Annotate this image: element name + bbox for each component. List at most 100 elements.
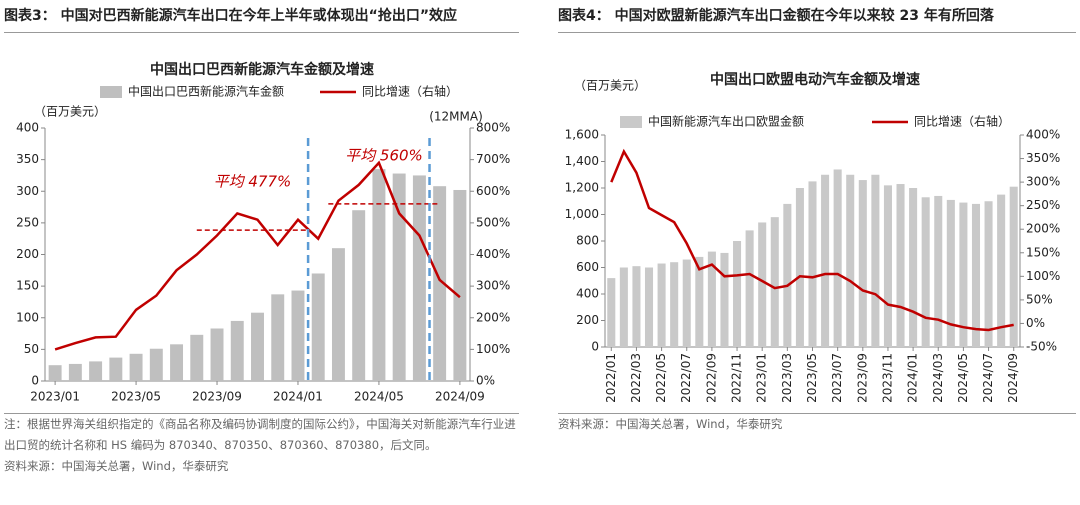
caption: 图表4： 中国对欧盟新能源汽车出口金额在今年以来较 23 年有所回落	[558, 4, 1076, 33]
bar	[783, 203, 792, 347]
y2-axis-label: (12MMA)	[429, 110, 483, 124]
y2-tick-label: 400%	[1026, 128, 1060, 142]
bar	[607, 278, 616, 347]
bar	[251, 312, 264, 381]
legend-label: 同比增速（右轴）	[914, 114, 1010, 129]
y-tick-label: 0	[31, 374, 39, 388]
bar	[1009, 186, 1018, 347]
note: 注：根据世界海关组织指定的《商品名称及编码协调制度的国际公约》，中国海关对新能源…	[4, 417, 516, 452]
y-tick-label: 250	[16, 215, 39, 229]
bar	[682, 259, 691, 347]
bar	[858, 180, 867, 347]
y2-tick-label: 350%	[1026, 151, 1060, 165]
y2-tick-label: 100%	[1026, 269, 1060, 283]
y-axis-label: （百万美元）	[574, 79, 646, 93]
bar	[745, 230, 754, 347]
y2-tick-label: 100%	[476, 342, 510, 356]
bar	[707, 251, 716, 347]
x-tick-label: 2022/07	[679, 353, 693, 403]
y2-tick-label: 200%	[1026, 222, 1060, 236]
bar	[896, 184, 905, 347]
chart-title: 中国出口欧盟电动汽车金额及增速	[710, 71, 920, 88]
bar	[372, 169, 386, 381]
note: 资料来源：中国海关总署，Wind，华泰研究	[558, 417, 783, 431]
bar	[934, 195, 943, 347]
x-tick-label: 2024/05	[354, 390, 404, 404]
bar	[795, 188, 804, 347]
bar	[619, 267, 628, 347]
annotation: 平均 560%	[345, 146, 423, 164]
bar	[352, 210, 366, 381]
bar	[657, 263, 666, 347]
bar	[946, 199, 955, 347]
x-tick-label: 2023/05	[805, 353, 819, 403]
x-tick-label: 2024/01	[273, 390, 323, 404]
y-tick-label: 200	[576, 313, 599, 327]
x-tick-label: 2023/07	[830, 353, 844, 403]
bar	[392, 173, 406, 381]
bar	[733, 241, 742, 347]
x-tick-label: 2023/05	[111, 390, 161, 404]
bar	[89, 361, 103, 381]
y-tick-label: 150	[16, 279, 39, 293]
y-tick-label: 400	[16, 121, 39, 135]
line	[610, 148, 1014, 332]
x-tick-label: 2024/09	[435, 390, 485, 404]
x-tick-label: 2022/05	[654, 353, 668, 403]
chart-title: 中国出口巴西新能源汽车金额及增速	[150, 61, 374, 78]
bar	[695, 256, 704, 347]
bar	[720, 252, 729, 347]
y2-tick-label: 0%	[476, 374, 495, 388]
y-tick-label: 300	[16, 184, 39, 198]
bar	[632, 266, 641, 347]
y2-tick-label: 400%	[476, 247, 510, 261]
x-tick-label: 2024/03	[931, 353, 945, 403]
x-tick-label: 2023/01	[30, 390, 80, 404]
bar	[909, 188, 918, 347]
y2-tick-label: -50%	[1026, 340, 1057, 354]
bar	[109, 357, 123, 381]
bar	[833, 169, 842, 347]
note: 资料来源：中国海关总署，Wind，华泰研究	[4, 459, 229, 473]
x-tick-label: 2023/11	[880, 353, 894, 403]
notes: 资料来源：中国海关总署，Wind，华泰研究	[558, 413, 1076, 435]
y2-tick-label: 500%	[476, 215, 510, 229]
bar	[190, 334, 204, 381]
y2-tick-label: 0%	[1026, 316, 1045, 330]
x-tick-label: 2023/01	[755, 353, 769, 403]
bar	[311, 273, 325, 381]
legend-label: 中国新能源汽车出口欧盟金额	[648, 114, 804, 129]
bar	[149, 348, 163, 381]
bar	[271, 294, 285, 381]
bar	[984, 201, 993, 347]
y-tick-label: 800	[576, 234, 599, 248]
y-tick-label: 1,000	[565, 207, 599, 221]
y-tick-label: 350	[16, 152, 39, 166]
y-tick-label: 1,200	[565, 181, 599, 195]
x-tick-label: 2023/09	[192, 390, 242, 404]
notes: 注：根据世界海关组织指定的《商品名称及编码协调制度的国际公约》，中国海关对新能源…	[4, 413, 519, 477]
x-tick-label: 2024/09	[1006, 353, 1020, 403]
caption: 图表3： 中国对巴西新能源汽车出口在今年上半年或体现出“抢出口”效应	[4, 4, 519, 33]
bar	[412, 175, 426, 381]
bar	[997, 194, 1006, 347]
bar	[846, 174, 855, 347]
y-tick-label: 100	[16, 310, 39, 324]
y2-tick-label: 800%	[476, 121, 510, 135]
x-tick-label: 2023/03	[780, 353, 794, 403]
bar	[48, 365, 62, 381]
bar	[210, 328, 224, 381]
y2-tick-label: 300%	[1026, 175, 1060, 189]
legend-swatch	[100, 86, 122, 98]
bar	[821, 174, 830, 347]
y-tick-label: 50	[24, 342, 39, 356]
x-tick-label: 2023/09	[855, 353, 869, 403]
bar	[170, 344, 184, 381]
x-tick-label: 2024/07	[981, 353, 995, 403]
bar	[68, 363, 82, 381]
y2-tick-label: 50%	[1026, 292, 1053, 306]
bar	[129, 353, 143, 381]
legend-label: 中国出口巴西新能源汽车金额	[128, 84, 284, 99]
bar	[670, 262, 679, 347]
